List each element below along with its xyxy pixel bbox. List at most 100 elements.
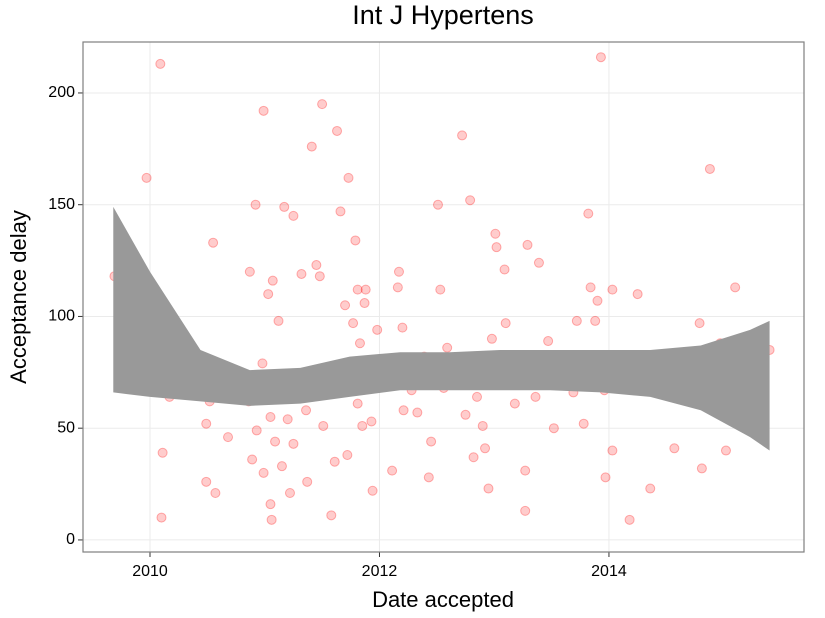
point <box>282 414 293 425</box>
y-tick-label: 150 <box>48 196 75 213</box>
plot-panel <box>83 42 804 552</box>
point <box>694 318 705 329</box>
point <box>156 512 167 523</box>
point <box>335 206 346 217</box>
point <box>247 454 258 465</box>
point <box>607 284 618 295</box>
point <box>578 418 589 429</box>
point <box>696 463 707 474</box>
point <box>632 289 643 300</box>
point <box>520 505 531 516</box>
point <box>477 420 488 431</box>
point <box>157 447 168 458</box>
point <box>208 237 219 248</box>
point <box>585 282 596 293</box>
point <box>250 199 261 210</box>
point <box>412 407 423 418</box>
y-tick-label: 50 <box>57 419 75 436</box>
point <box>343 172 354 183</box>
point <box>311 260 322 271</box>
point <box>306 141 317 152</box>
point <box>483 483 494 494</box>
point <box>533 257 544 268</box>
point <box>460 409 471 420</box>
point <box>600 472 611 483</box>
point <box>265 499 276 510</box>
point <box>302 476 313 487</box>
point <box>357 420 368 431</box>
point <box>366 416 377 427</box>
point <box>465 195 476 206</box>
point <box>276 461 287 472</box>
point <box>548 423 559 434</box>
point <box>201 418 212 429</box>
x-tick-label: 2012 <box>362 563 398 580</box>
point <box>332 125 343 136</box>
point <box>393 266 404 277</box>
point <box>583 208 594 219</box>
plot-border <box>82 41 805 553</box>
point <box>258 467 269 478</box>
point <box>317 99 328 110</box>
point <box>318 420 329 431</box>
point <box>472 391 483 402</box>
point <box>301 405 312 416</box>
point <box>258 105 269 116</box>
point <box>352 398 363 409</box>
point <box>354 338 365 349</box>
point <box>571 315 582 326</box>
point <box>352 284 363 295</box>
point <box>468 452 479 463</box>
point <box>360 284 371 295</box>
point <box>251 425 262 436</box>
point <box>491 242 502 253</box>
point <box>359 298 370 309</box>
point <box>288 438 299 449</box>
point <box>348 318 359 329</box>
point <box>490 228 501 239</box>
point <box>266 514 277 525</box>
point <box>141 172 152 183</box>
point <box>669 443 680 454</box>
point <box>432 199 443 210</box>
point <box>720 445 731 456</box>
point <box>387 465 398 476</box>
point <box>423 472 434 483</box>
point <box>520 465 531 476</box>
point <box>296 268 307 279</box>
point <box>392 282 403 293</box>
point <box>223 432 234 443</box>
point <box>257 358 268 369</box>
x-axis-title: Date accepted <box>372 587 514 612</box>
point <box>509 398 520 409</box>
point <box>273 315 284 326</box>
point <box>326 510 337 521</box>
x-tick-label: 2010 <box>132 563 168 580</box>
point <box>155 58 166 69</box>
point <box>607 445 618 456</box>
point <box>397 322 408 333</box>
point <box>595 52 606 63</box>
point <box>350 235 361 246</box>
point <box>704 163 715 174</box>
point <box>210 487 221 498</box>
point <box>244 266 255 277</box>
point <box>288 210 299 221</box>
point <box>267 275 278 286</box>
point <box>730 282 741 293</box>
point <box>592 295 603 306</box>
point <box>530 391 541 402</box>
point <box>486 333 497 344</box>
point <box>342 450 353 461</box>
point <box>480 443 491 454</box>
point <box>263 289 274 300</box>
point <box>522 239 533 250</box>
point <box>624 514 635 525</box>
point <box>426 436 437 447</box>
point <box>442 342 453 353</box>
point <box>590 315 601 326</box>
point <box>372 324 383 335</box>
point <box>201 476 212 487</box>
point <box>543 336 554 347</box>
